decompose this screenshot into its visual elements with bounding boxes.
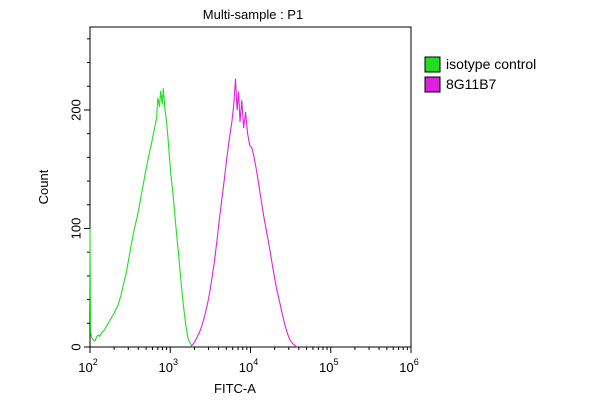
series-line-0 bbox=[89, 88, 194, 348]
x-tick-label: 102 bbox=[78, 357, 97, 375]
legend: isotype control 8G11B7 bbox=[424, 56, 536, 93]
x-axis-ticks: 102 103 104 105 106 bbox=[78, 347, 419, 375]
chart-title: Multi-sample : P1 bbox=[203, 7, 303, 22]
y-tick-label: 0 bbox=[68, 343, 83, 350]
x-tick-label: 106 bbox=[399, 357, 418, 375]
x-tick-label: 105 bbox=[319, 357, 338, 375]
legend-label: isotype control bbox=[446, 56, 536, 72]
y-axis-ticks: 0 100 200 bbox=[68, 38, 90, 351]
y-tick-label: 200 bbox=[68, 99, 83, 121]
series-line-1 bbox=[190, 78, 298, 348]
x-axis-label: FITC-A bbox=[214, 381, 256, 396]
legend-label: 8G11B7 bbox=[446, 76, 497, 92]
x-tick-label: 103 bbox=[159, 357, 178, 375]
series-layer bbox=[89, 78, 298, 348]
x-tick-label: 104 bbox=[239, 357, 258, 375]
y-axis-label: Count bbox=[36, 169, 51, 204]
legend-swatch bbox=[424, 56, 441, 73]
legend-swatch bbox=[424, 76, 441, 93]
plot-frame bbox=[89, 26, 412, 348]
y-tick-label: 100 bbox=[68, 218, 83, 240]
